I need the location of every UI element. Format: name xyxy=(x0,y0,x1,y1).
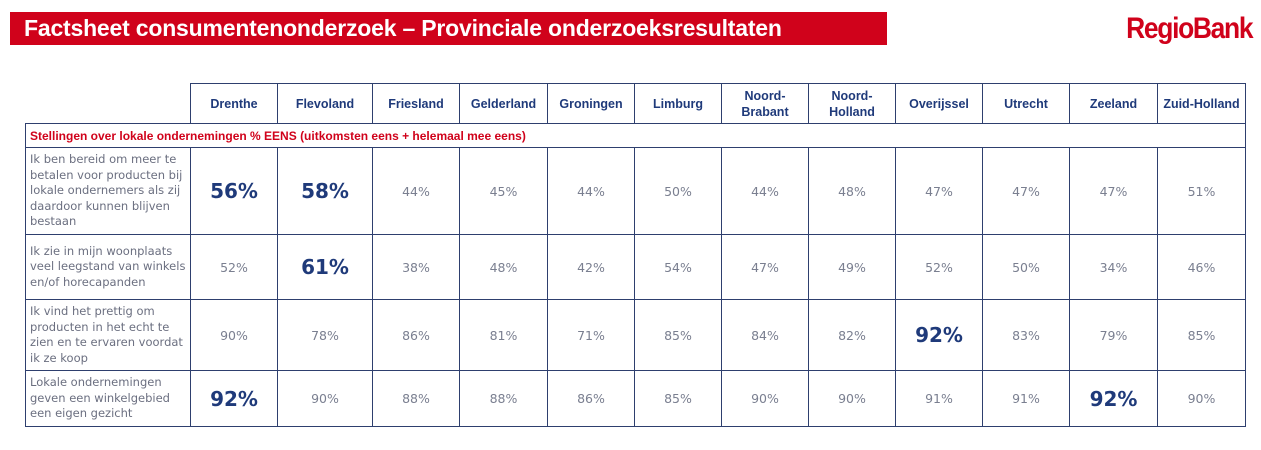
value-cell: 52% xyxy=(895,234,983,300)
value-cell: 85% xyxy=(1157,299,1246,371)
value-cell: 52% xyxy=(190,234,278,300)
value-cell: 90% xyxy=(808,370,896,427)
regiobank-logo: RegioBank xyxy=(1125,12,1253,45)
value-cell: 45% xyxy=(459,147,548,235)
value-cell: 88% xyxy=(372,370,460,427)
value-cell: 79% xyxy=(1069,299,1158,371)
table-row: Lokale ondernemingen geven een winkelgeb… xyxy=(25,370,1246,427)
value-cell: 90% xyxy=(721,370,809,427)
results-table: Drenthe Flevoland Friesland Gelderland Groni… xyxy=(25,83,1246,427)
value-cell: 47% xyxy=(982,147,1070,235)
value-cell: 92% xyxy=(190,370,278,427)
value-cell: 61% xyxy=(277,234,373,300)
value-cell: 85% xyxy=(634,299,722,371)
value-cell: 46% xyxy=(1157,234,1246,300)
column-header: Noord-Brabant xyxy=(721,83,809,124)
value-cell: 90% xyxy=(1157,370,1246,427)
value-cell: 56% xyxy=(190,147,278,235)
value-cell: 83% xyxy=(982,299,1070,371)
value-cell: 85% xyxy=(634,370,722,427)
value-cell: 81% xyxy=(459,299,548,371)
value-cell: 58% xyxy=(277,147,373,235)
column-header: Zuid-Holland xyxy=(1157,83,1246,124)
value-cell: 86% xyxy=(547,370,635,427)
value-cell: 50% xyxy=(634,147,722,235)
value-cell: 47% xyxy=(1069,147,1158,235)
value-cell: 92% xyxy=(1069,370,1158,427)
value-cell: 50% xyxy=(982,234,1070,300)
column-header: Zeeland xyxy=(1069,83,1158,124)
value-cell: 90% xyxy=(190,299,278,371)
value-cell: 84% xyxy=(721,299,809,371)
value-cell: 42% xyxy=(547,234,635,300)
table-row: Ik zie in mijn woonplaats veel leegstand… xyxy=(25,234,1246,300)
value-cell: 47% xyxy=(895,147,983,235)
value-cell: 54% xyxy=(634,234,722,300)
value-cell: 44% xyxy=(547,147,635,235)
column-header: Limburg xyxy=(634,83,722,124)
value-cell: 34% xyxy=(1069,234,1158,300)
value-cell: 44% xyxy=(372,147,460,235)
value-cell: 48% xyxy=(808,147,896,235)
value-cell: 91% xyxy=(982,370,1070,427)
value-cell: 71% xyxy=(547,299,635,371)
statement-cell: Ik ben bereid om meer te betalen voor pr… xyxy=(25,147,191,235)
column-header: Groningen xyxy=(547,83,635,124)
value-cell: 88% xyxy=(459,370,548,427)
column-header: Drenthe xyxy=(190,83,278,124)
statement-cell: Ik vind het prettig om producten in het … xyxy=(25,299,191,371)
header-blank xyxy=(25,83,191,124)
value-cell: 44% xyxy=(721,147,809,235)
value-cell: 38% xyxy=(372,234,460,300)
value-cell: 91% xyxy=(895,370,983,427)
column-header: Noord-Holland xyxy=(808,83,896,124)
value-cell: 86% xyxy=(372,299,460,371)
value-cell: 49% xyxy=(808,234,896,300)
column-header: Overijssel xyxy=(895,83,983,124)
table-row: Ik vind het prettig om producten in het … xyxy=(25,299,1246,371)
column-header: Flevoland xyxy=(277,83,373,124)
value-cell: 47% xyxy=(721,234,809,300)
column-header: Friesland xyxy=(372,83,460,124)
value-cell: 48% xyxy=(459,234,548,300)
table-row: Ik ben bereid om meer te betalen voor pr… xyxy=(25,147,1246,235)
value-cell: 78% xyxy=(277,299,373,371)
statement-cell: Ik zie in mijn woonplaats veel leegstand… xyxy=(25,234,191,300)
value-cell: 92% xyxy=(895,299,983,371)
value-cell: 90% xyxy=(277,370,373,427)
statement-cell: Lokale ondernemingen geven een winkelgeb… xyxy=(25,370,191,427)
section-title: Stellingen over lokale ondernemingen % E… xyxy=(25,123,1246,148)
column-header: Gelderland xyxy=(459,83,548,124)
column-header: Utrecht xyxy=(982,83,1070,124)
page-title: Factsheet consumentenonderzoek – Provinc… xyxy=(10,12,887,45)
value-cell: 82% xyxy=(808,299,896,371)
value-cell: 51% xyxy=(1157,147,1246,235)
